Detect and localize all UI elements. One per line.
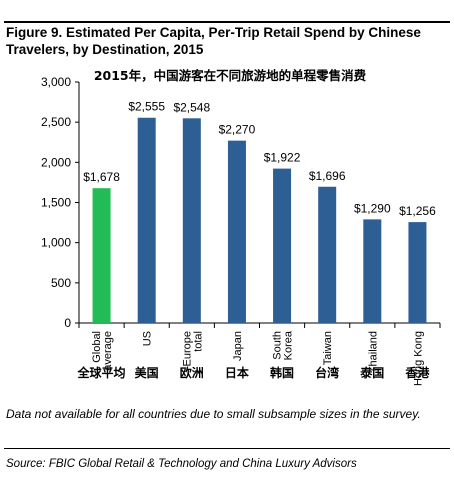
x-category-label: Thailand [367,331,379,373]
bar-value-label: $1,290 [354,201,391,215]
y-tick-label: 1,500 [41,196,71,210]
footnote: Data not available for all countries due… [6,407,421,421]
figure-title: Figure 9. Estimated Per Capita, Per-Trip… [6,25,421,57]
top-rule [4,21,450,23]
x-category-label: Europe [181,331,193,366]
y-tick-label: 500 [51,276,71,290]
x-category-label-cn: 美国 [135,365,159,380]
bar [227,140,246,323]
y-tick-label: 1,000 [41,236,71,250]
y-tick-label: 2,000 [41,155,71,169]
bar [318,186,337,323]
bar-value-label: $1,922 [264,151,301,165]
x-category-label: Hong Kong [412,331,424,386]
x-category-label: Taiwan [322,331,334,365]
bar [182,118,201,323]
x-category-label: average [102,331,114,371]
bar-value-label: $1,696 [309,169,346,183]
x-category-label-cn: 香港 [404,365,430,380]
bar [92,188,111,323]
x-category-label: Global [91,331,103,363]
x-category-label-cn: 泰国 [359,365,384,380]
x-category-label-cn: 韩国 [270,365,294,380]
x-category-label: Japan [232,331,244,361]
bar [273,168,292,323]
x-category-label-cn: 欧洲 [180,365,204,380]
bar-value-label: $2,270 [219,123,256,137]
source-note: Source: FBIC Global Retail & Technology … [6,458,357,470]
x-category-label: US [142,331,154,346]
y-tick-label: 2,500 [41,115,71,129]
x-category-label: Korea [283,330,295,360]
bar-value-label: $1,678 [83,170,120,184]
x-category-label: South [272,331,284,360]
bar [363,219,382,323]
x-category-label: total [192,331,204,352]
y-tick-label: 0 [64,316,71,330]
bar [408,222,427,323]
bar-value-label: $2,555 [128,100,165,114]
bar-value-label: $2,548 [173,100,210,114]
chart-title: 2015年，中国游客在不同旅游地的单程零售消费 [93,68,367,83]
x-category-label-cn: 日本 [225,365,249,380]
separator-rule [4,448,450,449]
y-tick-label: 3,000 [41,75,71,89]
x-category-label-cn: 台湾 [315,365,339,380]
bar-value-label: $1,256 [399,204,436,218]
x-category-label-cn: 全球平均 [77,365,126,380]
bar [137,117,156,323]
